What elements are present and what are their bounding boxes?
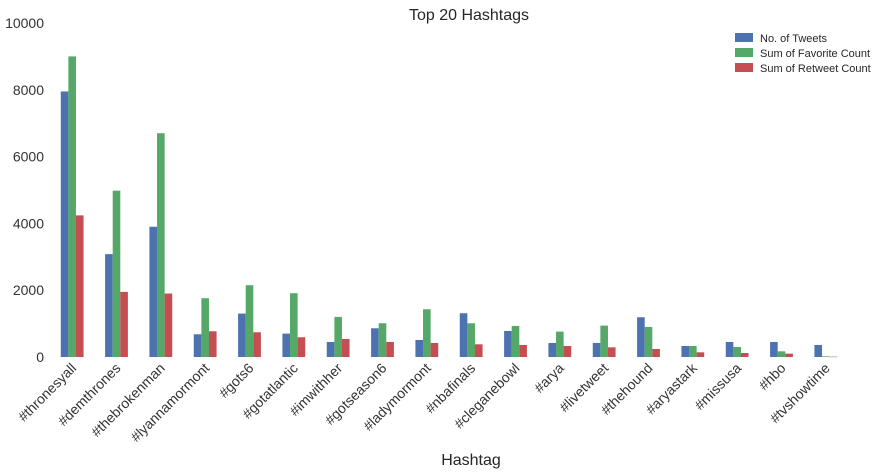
x-tick-label: #gots6 (216, 360, 257, 401)
bar (326, 341, 335, 357)
bar (770, 341, 778, 357)
y-axis-ticks: 0 2000 4000 6000 8000 10000 (5, 15, 44, 365)
y-tick-label: 0 (36, 349, 44, 365)
bar (290, 293, 298, 357)
bar (245, 285, 254, 357)
bar (201, 298, 209, 357)
bars (60, 56, 838, 358)
bar (164, 293, 173, 357)
x-tick-label: #lyannamormont (127, 360, 212, 445)
bar (607, 347, 616, 357)
bar (563, 345, 572, 357)
x-tick-label: #hbo (755, 360, 788, 393)
legend-swatch (735, 63, 753, 72)
x-tick-label: #arya (531, 360, 567, 396)
bar (193, 334, 202, 357)
y-tick-label: 8000 (13, 82, 44, 98)
legend-swatch (735, 48, 753, 57)
legend-swatch (735, 33, 753, 42)
bar (112, 190, 121, 357)
bar (474, 344, 483, 357)
chart-title: Top 20 Hashtags (409, 7, 529, 24)
bar (75, 215, 84, 357)
bar (592, 342, 601, 357)
bar (157, 133, 165, 357)
y-tick-label: 4000 (13, 215, 44, 231)
legend: No. of Tweets Sum of Favorite Count Sum of… (735, 33, 871, 75)
bar (297, 337, 306, 357)
bar (637, 317, 645, 357)
legend-entry: Sum of Favorite Count (760, 48, 870, 60)
bar (600, 325, 608, 357)
bar (504, 330, 512, 357)
bar (777, 351, 786, 357)
bar (467, 323, 475, 357)
bar (423, 309, 431, 357)
legend-entry: Sum of Retweet Count (760, 63, 871, 75)
bar (725, 341, 734, 357)
bar (733, 346, 741, 357)
bar (149, 226, 158, 357)
legend-entry: No. of Tweets (760, 33, 828, 45)
bar (814, 344, 823, 357)
bar (511, 325, 520, 357)
bar (548, 342, 557, 357)
x-axis-label: Hashtag (441, 452, 501, 469)
bar (644, 326, 653, 357)
y-tick-label: 2000 (13, 282, 44, 298)
bar (120, 291, 128, 357)
bar (430, 342, 439, 357)
bar (60, 91, 69, 357)
bar (785, 353, 793, 357)
bar (689, 345, 697, 357)
bar (253, 332, 261, 357)
bar (282, 333, 291, 357)
bar (208, 331, 217, 357)
bar (740, 352, 749, 357)
bar (105, 254, 113, 357)
bar (68, 56, 76, 358)
bar (238, 313, 246, 357)
y-tick-label: 10000 (5, 15, 44, 31)
bar (519, 344, 527, 357)
y-tick-label: 6000 (13, 149, 44, 165)
bar (681, 345, 690, 357)
bar (696, 352, 705, 357)
bar (341, 338, 350, 357)
bar (371, 328, 379, 357)
bar (386, 341, 394, 357)
bar (378, 323, 387, 357)
bar (652, 348, 660, 357)
bar (829, 356, 838, 358)
bar (334, 316, 342, 357)
bar (556, 331, 564, 357)
bar (822, 356, 830, 357)
bar (415, 339, 424, 357)
bar (459, 313, 468, 357)
x-axis-ticks: #thronesyall#demthrones#thebrokenman#lya… (15, 359, 833, 445)
x-tick-label: #missusa (691, 360, 744, 413)
